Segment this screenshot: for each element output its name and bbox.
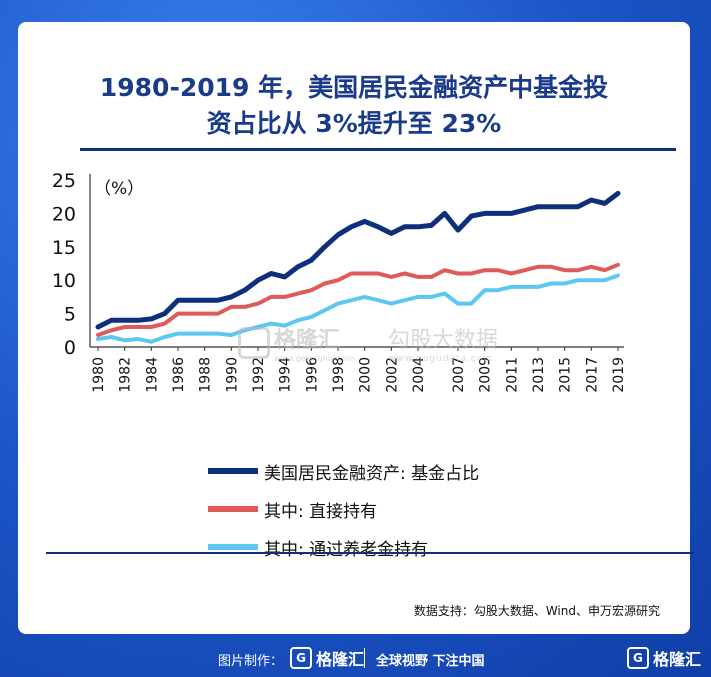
x-tick-label: 2000 bbox=[358, 357, 374, 393]
y-unit-label: （%） bbox=[94, 179, 144, 199]
gelonghui-logo-icon bbox=[238, 326, 270, 359]
x-tick-label: 2011 bbox=[504, 357, 520, 393]
x-tick-label: 1996 bbox=[304, 357, 320, 393]
x-tick-label: 1994 bbox=[278, 357, 294, 393]
watermark-gelonghui: 格隆汇 www.gelonghui.com bbox=[238, 322, 355, 363]
x-tick-label: 1998 bbox=[331, 357, 347, 393]
legend-swatch-total bbox=[208, 468, 258, 474]
made-by-label: 图片制作： bbox=[218, 654, 284, 669]
title-line-1: 1980-2019 年，美国居民金融资产中基金投 bbox=[99, 73, 609, 102]
legend-swatch-pension bbox=[208, 544, 258, 550]
footer-divider bbox=[46, 552, 694, 554]
bottom-bar: 图片制作： G 格隆汇 全球视野 下注中国 G 格隆汇 bbox=[0, 640, 711, 677]
legend: 美国居民金融资产: 基金占比 其中: 直接持有 其中: 通过养老金持有 bbox=[208, 452, 479, 566]
y-tick-label: 10 bbox=[52, 270, 76, 292]
watermark-url: www.gelonghui.com bbox=[274, 354, 355, 363]
legend-label-total: 美国居民金融资产: 基金占比 bbox=[264, 463, 480, 484]
series-line-2 bbox=[96, 273, 620, 344]
legend-label-pension: 其中: 通过养老金持有 bbox=[264, 539, 429, 560]
x-tick-label: 2019 bbox=[611, 357, 627, 393]
chart-card: 1980-2019 年，美国居民金融资产中基金投 资占比从 3%提升至 23% … bbox=[18, 22, 694, 634]
bottom-logo: G 格隆汇 bbox=[290, 646, 364, 670]
x-tick-label: 1992 bbox=[251, 357, 267, 393]
source-note: 数据支持：勾股大数据、Wind、申万宏源研究 bbox=[413, 604, 660, 618]
x-tick-label: 2017 bbox=[584, 357, 600, 393]
series-line-1 bbox=[96, 262, 620, 337]
corner-logo: G 格隆汇 bbox=[626, 646, 701, 670]
line-chart: 0 5 10 15 20 25 （%） 1980 1982 1984 1986 1988 1990 199… bbox=[52, 170, 627, 393]
chart-title: 1980-2019 年，美国居民金融资产中基金投 资占比从 3%提升至 23% bbox=[18, 70, 690, 142]
legend-item-total: 美国居民金融资产: 基金占比 bbox=[208, 452, 479, 490]
x-tick-label: 2009 bbox=[478, 357, 494, 393]
bottom-logo-name: 格隆汇 bbox=[316, 650, 365, 669]
x-tick-label: 2002 bbox=[384, 357, 400, 393]
x-tick-label: 1988 bbox=[198, 357, 214, 393]
corner-logo-name: 格隆汇 bbox=[652, 650, 701, 669]
x-tick-label: 2013 bbox=[531, 357, 547, 393]
x-tick-label: 1986 bbox=[171, 357, 187, 393]
title-divider bbox=[80, 148, 676, 151]
y-tick-label: 15 bbox=[52, 237, 76, 259]
y-tick-label: 20 bbox=[52, 203, 76, 225]
corner-gelonghui-icon: G bbox=[626, 647, 649, 669]
y-tick-label: 25 bbox=[52, 170, 76, 192]
x-tick-label: 1982 bbox=[118, 357, 134, 393]
legend-item-direct: 其中: 直接持有 bbox=[208, 490, 479, 528]
series-line-0 bbox=[95, 190, 621, 330]
bottom-divider bbox=[364, 648, 365, 668]
watermark-name-2: 勾股大数据 bbox=[388, 328, 499, 353]
title-line-2: 资占比从 3%提升至 23% bbox=[206, 109, 502, 138]
x-tick-label: 2015 bbox=[558, 357, 574, 393]
legend-item-pension: 其中: 通过养老金持有 bbox=[208, 528, 479, 566]
watermark-name: 格隆汇 bbox=[274, 328, 341, 353]
watermark-url-2: www.gogudata.com bbox=[388, 354, 494, 364]
x-tick-label: 1980 bbox=[91, 357, 107, 393]
gelonghui-icon: G bbox=[290, 647, 312, 669]
y-tick-label: 5 bbox=[64, 304, 76, 326]
y-tick-label: 0 bbox=[64, 337, 76, 359]
legend-swatch-direct bbox=[208, 506, 258, 512]
x-tick-label: 2007 bbox=[451, 357, 467, 393]
x-tick-label: 1990 bbox=[224, 357, 240, 393]
legend-label-direct: 其中: 直接持有 bbox=[264, 501, 378, 522]
x-tick-label: 2004 bbox=[411, 357, 427, 393]
watermark-gogudata: 勾股大数据 www.gogudata.com bbox=[388, 322, 498, 364]
slogan: 全球视野 下注中国 bbox=[376, 654, 485, 669]
x-tick-label: 1984 bbox=[144, 357, 160, 393]
